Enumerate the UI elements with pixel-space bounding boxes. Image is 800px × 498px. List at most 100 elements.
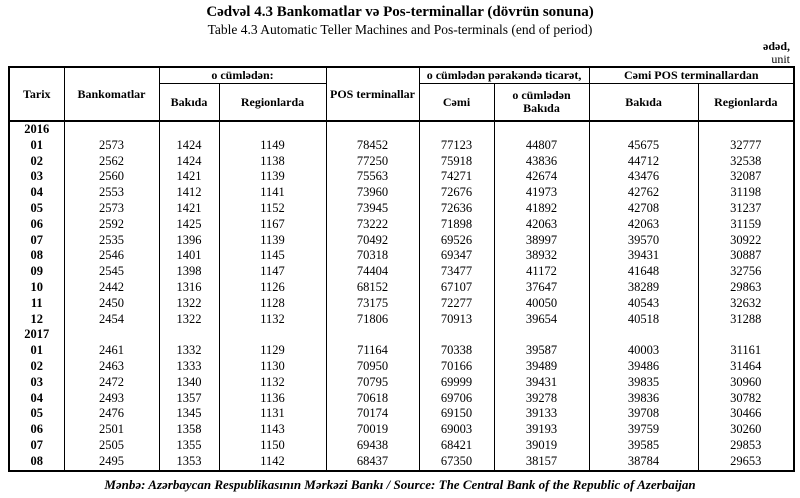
value-cell: 39278 (493, 390, 590, 407)
value-cell: 1143 (218, 422, 327, 438)
value-cell: 39431 (588, 248, 699, 265)
value-cell: 41172 (493, 264, 590, 280)
value-cell: 74404 (325, 264, 420, 280)
page-subtitle: Table 4.3 Automatic Teller Machines and … (207, 22, 593, 37)
header-retail-baku: o cümlədən Bakıda (493, 83, 590, 122)
value-cell: 70174 (325, 406, 420, 423)
value-cell: 71806 (325, 311, 420, 328)
value-cell: 1129 (218, 343, 327, 359)
value-cell: 1126 (218, 279, 327, 296)
value-cell: 31159 (697, 216, 795, 233)
month-cell: 06 (8, 216, 65, 233)
empty-cell (588, 121, 699, 138)
value-cell: 70338 (418, 343, 495, 359)
header-pos-baku: Bakıda (588, 83, 699, 122)
header-group-retail: o cümlədən pərakəndə ticarət, (418, 66, 590, 84)
value-cell: 40050 (493, 295, 590, 312)
value-cell: 31237 (697, 200, 795, 217)
month-cell: 09 (8, 264, 65, 280)
value-cell: 39759 (588, 422, 699, 438)
table-row: 02 2463 1333 1130 70950 70166 39489 39486 31464 (8, 358, 795, 375)
value-cell: 70318 (325, 248, 420, 265)
value-cell: 32632 (697, 295, 795, 312)
value-cell: 41648 (588, 264, 699, 280)
value-cell: 1396 (158, 232, 220, 249)
value-cell: 1145 (218, 248, 327, 265)
table-row: 03 2560 1421 1139 75563 74271 42674 43476 32087 (8, 169, 795, 186)
value-cell: 39489 (493, 358, 590, 375)
value-cell: 77250 (325, 153, 420, 170)
table-row: 12 2454 1322 1132 71806 70913 39654 40518 31288 (8, 311, 795, 328)
value-cell: 43836 (493, 153, 590, 170)
value-cell: 70795 (325, 374, 420, 391)
value-cell: 1357 (158, 390, 220, 407)
value-cell: 73175 (325, 295, 420, 312)
value-cell: 73960 (325, 185, 420, 201)
table-row: 02 2562 1424 1138 77250 75918 43836 44712 32538 (8, 153, 795, 170)
value-cell: 1136 (218, 390, 327, 407)
value-cell: 31288 (697, 311, 795, 328)
source-note: Mənbə: Azərbaycan Respublikasının Mərkəz… (104, 476, 696, 492)
month-cell: 05 (8, 406, 65, 423)
value-cell: 1421 (158, 200, 220, 217)
month-cell: 07 (8, 437, 65, 454)
value-cell: 2454 (63, 311, 160, 328)
value-cell: 2501 (63, 422, 160, 438)
value-cell: 32087 (697, 169, 795, 186)
value-cell: 70618 (325, 390, 420, 407)
value-cell: 2553 (63, 185, 160, 201)
value-cell: 69347 (418, 248, 495, 265)
value-cell: 71164 (325, 343, 420, 359)
value-cell: 1152 (218, 200, 327, 217)
table-row: 01 2573 1424 1149 78452 77123 44807 45675 32777 (8, 137, 795, 154)
value-cell: 73222 (325, 216, 420, 233)
empty-cell (493, 121, 590, 138)
table-row: 06 2592 1425 1167 73222 71898 42063 42063 31159 (8, 216, 795, 233)
value-cell: 44712 (588, 153, 699, 170)
value-cell: 2495 (63, 453, 160, 471)
value-cell: 40543 (588, 295, 699, 312)
value-cell: 2573 (63, 200, 160, 217)
value-cell: 72277 (418, 295, 495, 312)
value-cell: 1131 (218, 406, 327, 423)
value-cell: 2461 (63, 343, 160, 359)
table-row: 06 2501 1358 1143 70019 69003 39193 39759 30260 (8, 422, 795, 438)
value-cell: 1355 (158, 437, 220, 454)
value-cell: 69438 (325, 437, 420, 454)
value-cell: 45675 (588, 137, 699, 154)
value-cell: 2560 (63, 169, 160, 186)
value-cell: 40003 (588, 343, 699, 359)
table-row: 08 2495 1353 1142 68437 67350 38157 38784 29653 (8, 453, 795, 471)
value-cell: 1421 (158, 169, 220, 186)
header-row-groups: Tarix Bankomatlar o cümlədən: POS termin… (8, 66, 795, 122)
value-cell: 30922 (697, 232, 795, 249)
value-cell: 75563 (325, 169, 420, 186)
value-cell: 42708 (588, 200, 699, 217)
header-pos-regions: Regionlarda (697, 83, 795, 122)
header-atm-baku: Bakıda (158, 83, 220, 122)
value-cell: 31161 (697, 343, 795, 359)
value-cell: 2476 (63, 406, 160, 423)
value-cell: 38932 (493, 248, 590, 265)
value-cell: 37647 (493, 279, 590, 296)
value-cell: 1425 (158, 216, 220, 233)
value-cell: 70019 (325, 422, 420, 438)
value-cell: 31198 (697, 185, 795, 201)
value-cell: 1333 (158, 358, 220, 375)
value-cell: 1132 (218, 311, 327, 328)
value-cell: 67107 (418, 279, 495, 296)
header-retail-total: Cəmi (418, 83, 495, 122)
value-cell: 77123 (418, 137, 495, 154)
value-cell: 67350 (418, 453, 495, 471)
value-cell: 29653 (697, 453, 795, 471)
value-cell: 69706 (418, 390, 495, 407)
value-cell: 1322 (158, 295, 220, 312)
value-cell: 1130 (218, 358, 327, 375)
table-row: 11 2450 1322 1128 73175 72277 40050 40543 32632 (8, 295, 795, 312)
value-cell: 40518 (588, 311, 699, 328)
value-cell: 2442 (63, 279, 160, 296)
value-cell: 30260 (697, 422, 795, 438)
value-cell: 39019 (493, 437, 590, 454)
value-cell: 39193 (493, 422, 590, 438)
value-cell: 32538 (697, 153, 795, 170)
